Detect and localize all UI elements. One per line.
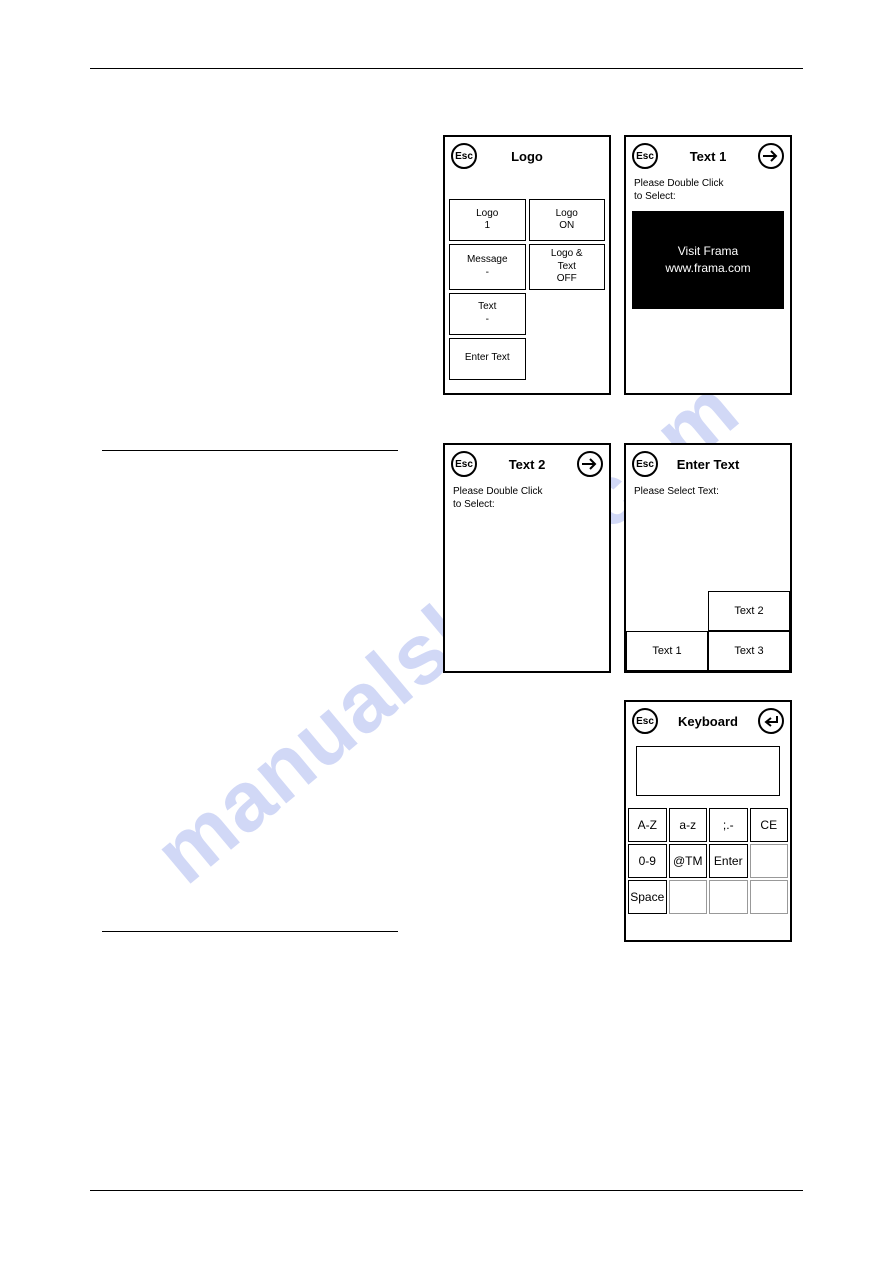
text2-prompt: Please Double Click to Select: bbox=[445, 481, 609, 511]
logo-button-grid: Logo 1 Logo ON Message - Logo & Text OFF… bbox=[445, 195, 609, 384]
enter-icon bbox=[763, 714, 779, 728]
text1-title: Text 1 bbox=[662, 149, 754, 164]
esc-button[interactable]: Esc bbox=[451, 143, 477, 169]
text1-preview-l2: www.frama.com bbox=[665, 260, 750, 277]
logo-panel-header: Esc Logo bbox=[445, 137, 609, 173]
key-blank[interactable] bbox=[669, 880, 708, 914]
text-l1: Text bbox=[478, 301, 496, 314]
key-blank[interactable] bbox=[709, 880, 748, 914]
logo-1-l2: 1 bbox=[484, 220, 490, 233]
logo-text-off-button[interactable]: Logo & Text OFF bbox=[529, 244, 606, 290]
key-ce[interactable]: CE bbox=[750, 808, 789, 842]
key-space[interactable]: Space bbox=[628, 880, 667, 914]
text-button[interactable]: Text - bbox=[449, 293, 526, 335]
logo-1-l1: Logo bbox=[476, 208, 498, 221]
logo-panel: Esc Logo Logo 1 Logo ON Message - Logo &… bbox=[443, 135, 611, 395]
enter-text-title: Enter Text bbox=[662, 457, 754, 472]
logo-on-l2: ON bbox=[559, 220, 574, 233]
text1-header: Esc Text 1 bbox=[626, 137, 790, 173]
enter-text-l1: Enter Text bbox=[465, 352, 510, 365]
page-bottom-rule bbox=[90, 1190, 803, 1191]
enter-text-header: Esc Enter Text bbox=[626, 445, 790, 481]
text1-preview[interactable]: Visit Frama www.frama.com bbox=[632, 211, 784, 309]
logo-blank-2 bbox=[529, 338, 606, 380]
key-punct[interactable]: ;.- bbox=[709, 808, 748, 842]
keyboard-header: Esc Keyboard bbox=[626, 702, 790, 738]
text1-panel: Esc Text 1 Please Double Click to Select… bbox=[624, 135, 792, 395]
key-blank[interactable] bbox=[750, 844, 789, 878]
page-top-rule bbox=[90, 68, 803, 69]
lto-l1: Logo & bbox=[551, 248, 583, 261]
enter-text-button[interactable]: Enter Text bbox=[449, 338, 526, 380]
enter-button[interactable] bbox=[758, 708, 784, 734]
text1-preview-l1: Visit Frama bbox=[678, 243, 738, 260]
arrow-right-icon bbox=[582, 458, 598, 470]
logo-blank-1 bbox=[529, 293, 606, 335]
text-l2: - bbox=[486, 314, 489, 327]
section-rule-a bbox=[102, 450, 398, 451]
next-arrow-button[interactable] bbox=[758, 143, 784, 169]
key-lowercase[interactable]: a-z bbox=[669, 808, 708, 842]
logo-header-gap bbox=[445, 173, 609, 195]
text1-prompt: Please Double Click to Select: bbox=[626, 173, 790, 203]
enter-text-grid: Text 2 Text 1 Text 3 bbox=[626, 591, 790, 671]
text1-prompt-l1: Please Double Click bbox=[634, 177, 782, 190]
message-button[interactable]: Message - bbox=[449, 244, 526, 290]
esc-button[interactable]: Esc bbox=[632, 143, 658, 169]
keyboard-panel: Esc Keyboard A-Z a-z ;.- CE 0-9 @TM Ente… bbox=[624, 700, 792, 942]
logo-on-button[interactable]: Logo ON bbox=[529, 199, 606, 241]
lto-l3: OFF bbox=[557, 273, 577, 286]
enter-text-panel: Esc Enter Text Please Select Text: Text … bbox=[624, 443, 792, 673]
key-digits[interactable]: 0-9 bbox=[628, 844, 667, 878]
text2-header: Esc Text 2 bbox=[445, 445, 609, 481]
message-l1: Message bbox=[467, 254, 508, 267]
esc-button[interactable]: Esc bbox=[632, 708, 658, 734]
lto-l2: Text bbox=[558, 261, 576, 274]
esc-button[interactable]: Esc bbox=[632, 451, 658, 477]
message-l2: - bbox=[486, 267, 489, 280]
section-rule-b bbox=[102, 931, 398, 932]
logo-title: Logo bbox=[481, 149, 573, 164]
enter-text-prompt: Please Select Text: bbox=[626, 481, 790, 498]
text2-item[interactable]: Text 2 bbox=[708, 591, 790, 631]
text3-item[interactable]: Text 3 bbox=[708, 631, 790, 671]
logo-on-l1: Logo bbox=[556, 208, 578, 221]
key-blank[interactable] bbox=[750, 880, 789, 914]
logo-1-button[interactable]: Logo 1 bbox=[449, 199, 526, 241]
text2-panel: Esc Text 2 Please Double Click to Select… bbox=[443, 443, 611, 673]
arrow-right-icon bbox=[763, 150, 779, 162]
text1-item[interactable]: Text 1 bbox=[626, 631, 708, 671]
keyboard-title: Keyboard bbox=[662, 714, 754, 729]
key-enter[interactable]: Enter bbox=[709, 844, 748, 878]
key-at-tm[interactable]: @TM bbox=[669, 844, 708, 878]
text1-prompt-l2: to Select: bbox=[634, 190, 782, 203]
key-uppercase[interactable]: A-Z bbox=[628, 808, 667, 842]
esc-button[interactable]: Esc bbox=[451, 451, 477, 477]
text2-prompt-l1: Please Double Click bbox=[453, 485, 601, 498]
keyboard-grid: A-Z a-z ;.- CE 0-9 @TM Enter Space bbox=[626, 806, 790, 916]
text2-prompt-l2: to Select: bbox=[453, 498, 601, 511]
next-arrow-button[interactable] bbox=[577, 451, 603, 477]
keyboard-display bbox=[636, 746, 780, 796]
et-blank bbox=[626, 591, 708, 631]
text2-title: Text 2 bbox=[481, 457, 573, 472]
